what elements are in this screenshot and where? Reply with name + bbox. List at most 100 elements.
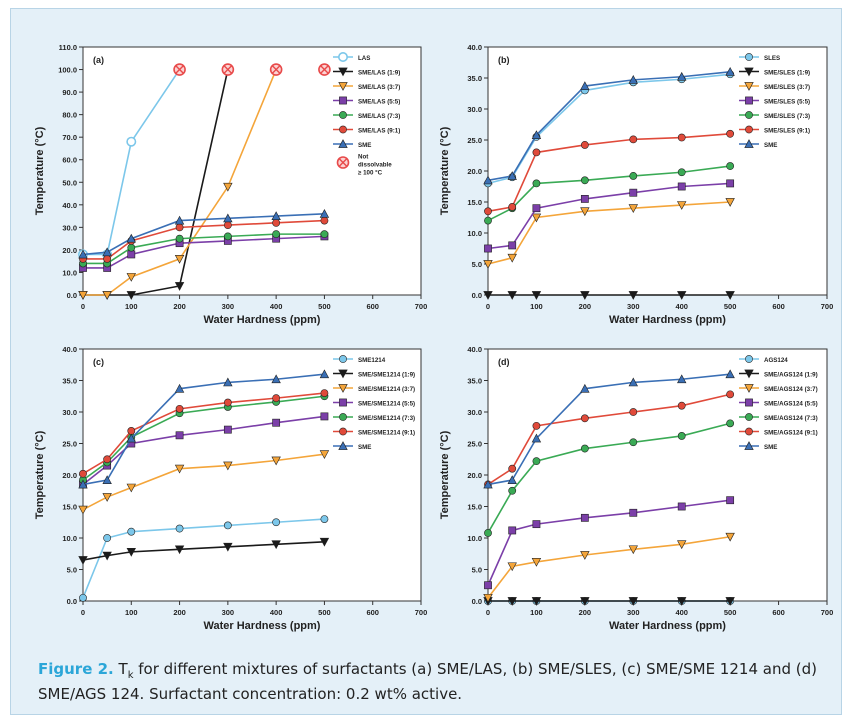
chart-panel-a: 0.0 10.0 20.0 30.0 40.0 50.0 60.0 70.0 80.0 90.0 1…: [17, 37, 427, 339]
data-point-d-6-6: [725, 369, 735, 379]
data-point-c-3-5: [272, 418, 281, 427]
data-point-b-6-0: [483, 175, 493, 185]
data-point-c-6-3: [174, 383, 185, 393]
data-point-c-5-6: [320, 389, 329, 397]
panel-label-c: (c): [93, 357, 104, 367]
y-axis-label-d: Temperature (°C): [439, 430, 451, 519]
y-tick-label-a-4: 40.0: [62, 201, 77, 210]
legend-marker-d-5: [745, 427, 753, 436]
data-point-c-1-5: [271, 540, 281, 550]
data-point-a-6-2: [126, 233, 136, 243]
y-tick-label-d-5: 25.0: [467, 440, 482, 449]
chart-panel-c: 0.0 5.0 10.0 15.0 20.0 25.0 30.0 35.0 40.0 0 100 20…: [17, 339, 427, 639]
y-tick-label-d-0: 0.0: [472, 597, 482, 606]
legend-marker-d-4: [745, 413, 753, 421]
legend-label-b-5: SME/SLES (9:1): [764, 128, 810, 135]
y-tick-label-c-0: 0.0: [67, 597, 77, 606]
data-point-b-1-6: [725, 291, 735, 300]
data-point-d-6-5: [677, 374, 687, 384]
data-point-a-0-2: [126, 136, 137, 147]
legend-label-d-1: SME/AGS124 (1:9): [764, 372, 818, 379]
panel-label-d: (d): [498, 357, 510, 367]
data-point-c-6-1: [102, 475, 112, 484]
y-tick-label-d-3: 15.0: [467, 503, 482, 512]
legend-label-a-2: SME/LAS (3:7): [358, 84, 400, 91]
data-point-a-4-3: [175, 234, 184, 243]
data-point-b-5-6: [726, 129, 735, 138]
chart-panel-d: 0.0 5.0 10.0 15.0 20.0 25.0 30.0 35.0 40.0 0 100 20…: [423, 339, 833, 639]
legend-marker-d-3: [745, 398, 753, 407]
legend-label-b-3: SME/SLES (5:5): [764, 99, 810, 106]
data-point-d-2-0: [483, 593, 493, 603]
data-point-a-2-2: [126, 273, 136, 282]
data-point-b-5-3: [580, 141, 589, 149]
y-tick-label-a-3: 30.0: [62, 223, 77, 232]
y-axis-label-c: Temperature (°C): [34, 430, 46, 519]
data-point-b-2-4: [628, 204, 638, 214]
legend-marker-d-6: [744, 441, 754, 450]
data-point-c-3-3: [175, 431, 184, 440]
panel-label-b: (b): [498, 55, 510, 65]
y-tick-label-b-0: 0.0: [472, 291, 482, 300]
figure-caption: Figure 2. Tk for different mixtures of s…: [38, 660, 828, 704]
y-tick-label-c-4: 20.0: [62, 471, 77, 480]
data-point-b-5-0: [484, 207, 492, 216]
data-point-a-5-5: [272, 218, 281, 227]
y-tick-label-c-3: 15.0: [62, 503, 77, 512]
y-tick-label-c-6: 30.0: [62, 408, 77, 417]
y-tick-label-c-5: 25.0: [62, 440, 77, 449]
panel-label-a: (a): [93, 55, 104, 65]
data-point-c-0-1: [103, 534, 112, 542]
y-tick-label-b-5: 25.0: [467, 136, 482, 145]
data-point-d-5-6: [726, 390, 735, 399]
data-point-b-3-1: [508, 241, 517, 250]
y-tick-label-c-7: 35.0: [62, 377, 77, 386]
x-tick-label-b-6: 600: [772, 302, 785, 311]
y-tick-label-a-1: 10.0: [62, 268, 77, 277]
chart-a: 0.0 10.0 20.0 30.0 40.0 50.0 60.0 70.0 80.0 90.0 1…: [34, 43, 427, 326]
legend-marker-a-3: [339, 96, 347, 105]
data-point-c-1-0: [78, 556, 88, 565]
data-point-b-1-5: [677, 291, 687, 300]
legend-label-c-5: SME/SME1214 (9:1): [358, 430, 415, 437]
x-tick-label-b-5: 500: [724, 302, 737, 311]
x-tick-label-c-2: 200: [173, 608, 186, 617]
legend-marker-c-3: [339, 398, 347, 407]
data-point-b-6-5: [677, 71, 687, 81]
plot-area-d: [487, 348, 828, 602]
legend-label-d-6: SME: [764, 444, 777, 451]
x-tick-label-d-0: 0: [486, 608, 490, 617]
legend-marker-a-1: [338, 67, 348, 77]
data-point-b-3-0: [484, 244, 492, 253]
data-point-d-4-5: [677, 432, 686, 440]
data-point-b-2-2: [531, 213, 542, 223]
data-point-b-2-3: [580, 207, 590, 217]
x-tick-label-c-5: 500: [318, 608, 331, 617]
data-point-c-1-6: [319, 537, 330, 547]
data-point-a-5-6: [320, 216, 329, 225]
data-point-a-4-5: [272, 230, 281, 239]
x-tick-label-a-0: 0: [81, 302, 85, 311]
legend-marker-c-0: [339, 355, 347, 363]
data-point-b-6-3: [580, 81, 590, 90]
legend-label-d-3: SME/AGS124 (5:5): [764, 401, 818, 408]
data-point-d-4-2: [532, 457, 541, 466]
data-point-d-5-5: [677, 401, 686, 410]
data-point-c-1-1: [102, 551, 112, 561]
legend-marker-a-2: [338, 82, 348, 91]
legend-marker-b-3: [745, 96, 753, 105]
data-point-c-6-0: [78, 479, 88, 489]
legend-marker-c-4: [339, 413, 347, 421]
data-point-d-6-1: [507, 475, 517, 484]
x-tick-label-b-1: 100: [530, 302, 543, 311]
data-point-a-4-6: [320, 230, 329, 239]
data-point-b-5-1: [508, 203, 517, 211]
data-point-d-3-0: [484, 581, 492, 590]
data-point-c-5-0: [79, 469, 87, 478]
x-axis-label-a: Water Hardness (ppm): [204, 314, 321, 326]
data-point-b-4-4: [629, 172, 638, 180]
data-point-c-2-0: [78, 505, 88, 515]
data-point-a-3-2: [127, 250, 136, 259]
legend-marker-b-6: [744, 139, 754, 148]
data-point-c-0-0: [79, 593, 87, 602]
